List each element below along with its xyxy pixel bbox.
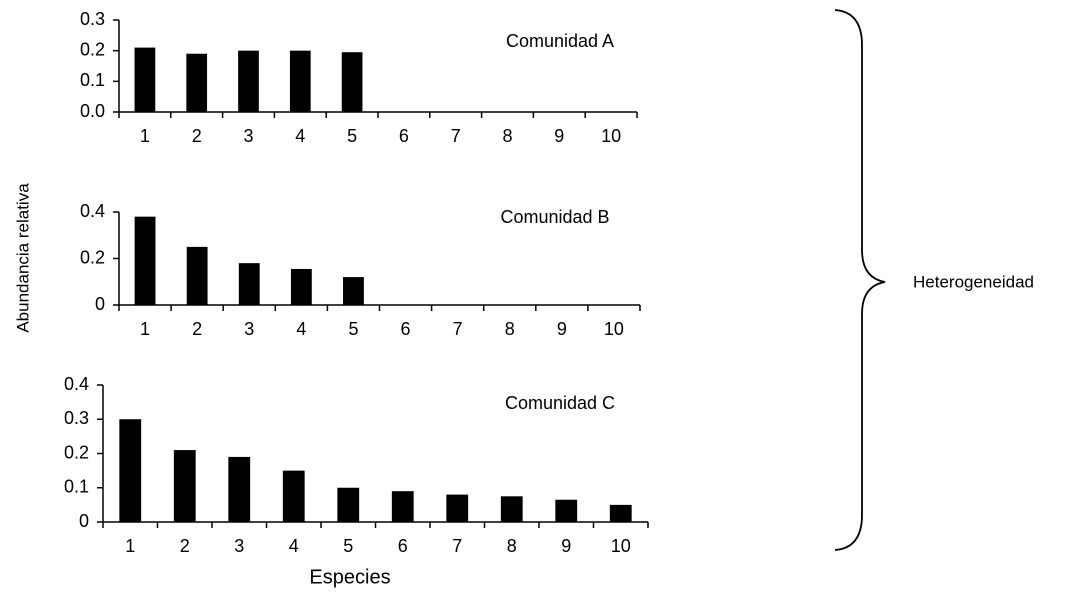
chart-title: Comunidad C (505, 393, 615, 413)
y-tick-label: 0.3 (80, 9, 105, 29)
y-tick-label: 0.2 (80, 39, 105, 59)
bar (119, 419, 142, 522)
x-tick-label: 1 (140, 319, 150, 339)
bar (337, 487, 360, 522)
x-tick-label: 1 (125, 536, 135, 556)
x-tick-label: 9 (554, 126, 564, 146)
x-tick-label: 3 (244, 319, 254, 339)
x-tick-label: 5 (347, 126, 357, 146)
y-tick-label: 0.1 (80, 70, 105, 90)
bar (186, 246, 208, 305)
x-tick-label: 6 (398, 536, 408, 556)
chart-title: Comunidad A (506, 31, 614, 51)
x-tick-label: 6 (401, 319, 411, 339)
x-tick-label: 5 (348, 319, 358, 339)
bar (289, 50, 311, 112)
x-tick-label: 4 (296, 319, 306, 339)
x-tick-label: 10 (601, 126, 621, 146)
y-tick-label: 0.2 (80, 247, 105, 267)
x-tick-label: 8 (505, 319, 515, 339)
x-tick-label: 8 (507, 536, 517, 556)
bar (173, 450, 196, 522)
bar (343, 277, 364, 305)
x-tick-label: 9 (557, 319, 567, 339)
x-tick-label: 1 (140, 126, 150, 146)
x-tick-label: 3 (243, 126, 253, 146)
x-tick-label: 6 (399, 126, 409, 146)
x-tick-label: 2 (192, 126, 202, 146)
bar (341, 52, 363, 112)
x-tick-label: 2 (192, 319, 202, 339)
bar (290, 268, 312, 305)
x-tick-label: 10 (611, 536, 631, 556)
y-tick-label: 0.3 (64, 408, 89, 428)
bar (500, 496, 523, 522)
y-axis-label: Abundancia relativa (13, 183, 32, 333)
y-tick-label: 0.4 (80, 201, 105, 221)
x-tick-label: 2 (180, 536, 190, 556)
x-tick-label: 4 (289, 536, 299, 556)
x-tick-label: 4 (295, 126, 305, 146)
y-tick-label: 0.1 (64, 477, 89, 497)
x-tick-label: 3 (234, 536, 244, 556)
y-tick-label: 0.2 (64, 442, 89, 462)
bar (446, 494, 469, 522)
bar (555, 499, 578, 522)
y-tick-label: 0 (79, 511, 89, 531)
y-tick-label: 0.4 (64, 374, 89, 394)
x-tick-label: 8 (502, 126, 512, 146)
brace (834, 9, 886, 551)
y-tick-label: 0 (95, 294, 105, 314)
bar (282, 470, 305, 522)
x-tick-label: 9 (561, 536, 571, 556)
x-axis-label: Especies (309, 566, 390, 588)
bar (134, 216, 156, 305)
bar (238, 50, 259, 112)
x-tick-label: 7 (453, 319, 463, 339)
x-tick-label: 10 (604, 319, 624, 339)
annotation: Heterogeneidad (913, 272, 1034, 291)
chart-title: Comunidad B (500, 207, 609, 227)
x-tick-label: 7 (452, 536, 462, 556)
y-tick-label: 0.0 (80, 101, 105, 121)
bar (609, 504, 632, 522)
bar (228, 456, 251, 522)
bar (391, 491, 414, 522)
x-tick-label: 7 (451, 126, 461, 146)
bar (186, 53, 208, 112)
x-tick-label: 5 (343, 536, 353, 556)
bar (134, 47, 156, 112)
bar (238, 263, 260, 305)
